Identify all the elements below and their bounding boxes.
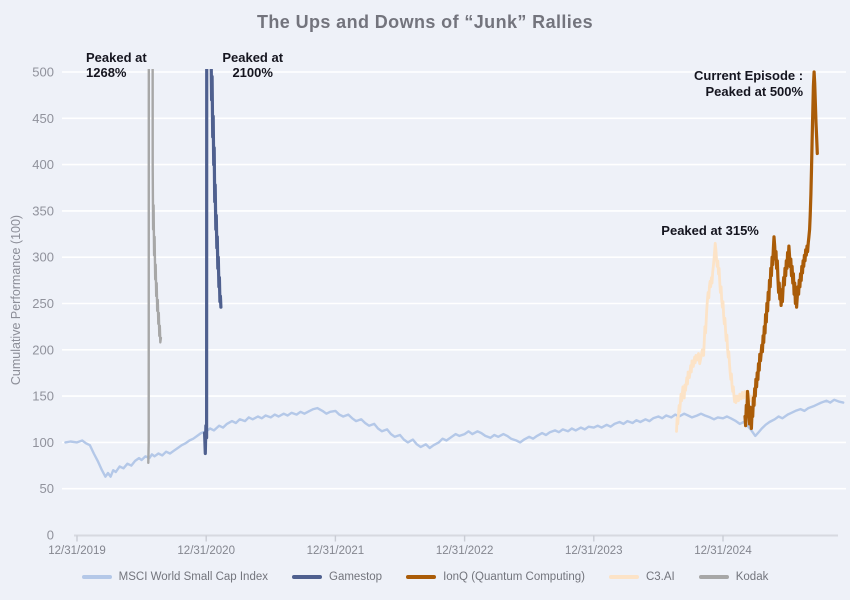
legend-item-gamestop: Gamestop: [292, 571, 382, 583]
legend-swatch-icon: [81, 575, 112, 579]
y-tick-250: 250: [32, 296, 54, 311]
series-lines: [64, 69, 845, 478]
annotation-ionq-peak: Current Episode : Peaked at 500%: [694, 68, 804, 99]
y-tick-0: 0: [47, 528, 54, 543]
y-tick-300: 300: [32, 250, 54, 265]
legend-item-msci-world-small-cap-index: MSCI World Small Cap Index: [81, 571, 268, 583]
series-line-gamestop: [203, 69, 223, 456]
series-line-c3-ai: [675, 241, 757, 433]
x-tick-labels: 12/31/2019 12/31/2020 12/31/2021 12/31/2022…: [48, 545, 752, 557]
x-tick-label-3: 12/31/2022: [436, 545, 494, 557]
y-tick-450: 450: [32, 111, 54, 126]
legend-label: IonQ (Quantum Computing): [443, 571, 585, 583]
annotation-kodak-peak: Peaked at 1268%: [86, 49, 147, 81]
y-tick-500: 500: [32, 65, 54, 80]
y-tick-100: 100: [32, 435, 54, 450]
legend-item-kodak: Kodak: [698, 571, 769, 583]
legend-label: C3.AI: [645, 571, 675, 583]
annotation-gamestop-peak: Peaked at 2100%: [222, 49, 284, 81]
y-tick-150: 150: [32, 389, 54, 404]
annotation-c3ai-peak: Peaked at 315%: [661, 222, 759, 238]
y-tick-200: 200: [32, 342, 54, 357]
legend-swatch-icon: [406, 575, 437, 579]
chart-title: The Ups and Downs of “Junk” Rallies: [256, 12, 594, 32]
x-tick-label-4: 12/31/2023: [565, 545, 623, 557]
x-tick-label-0: 12/31/2019: [48, 545, 106, 557]
series-line-ionq-quantum-computing-: [743, 70, 819, 431]
y-tick-400: 400: [32, 157, 54, 172]
legend-item-ionq-quantum-computing-: IonQ (Quantum Computing): [406, 571, 585, 583]
x-tick-label-5: 12/31/2024: [694, 545, 752, 557]
y-tick-labels: 0 50 100 150 200 250 300 350 400 450 500: [32, 65, 54, 543]
legend-item-c3-ai: C3.AI: [608, 571, 675, 583]
legend: MSCI World Small Cap Index Gamestop IonQ (…: [0, 571, 850, 583]
legend-label: MSCI World Small Cap Index: [118, 571, 268, 583]
x-tick-label-1: 12/31/2020: [177, 545, 235, 557]
gridlines: [62, 71, 846, 490]
legend-label: Gamestop: [329, 571, 383, 583]
x-tick-label-2: 12/31/2021: [307, 545, 365, 557]
y-tick-50: 50: [40, 481, 54, 496]
series-line-msci-world-small-cap-index: [64, 398, 845, 478]
series-line-kodak: [147, 69, 163, 464]
axes: [74, 534, 838, 542]
legend-label: Kodak: [735, 571, 769, 583]
legend-swatch-icon: [608, 575, 639, 579]
legend-swatch-icon: [292, 575, 322, 579]
y-tick-350: 350: [32, 203, 54, 218]
legend-swatch-icon: [698, 575, 729, 579]
